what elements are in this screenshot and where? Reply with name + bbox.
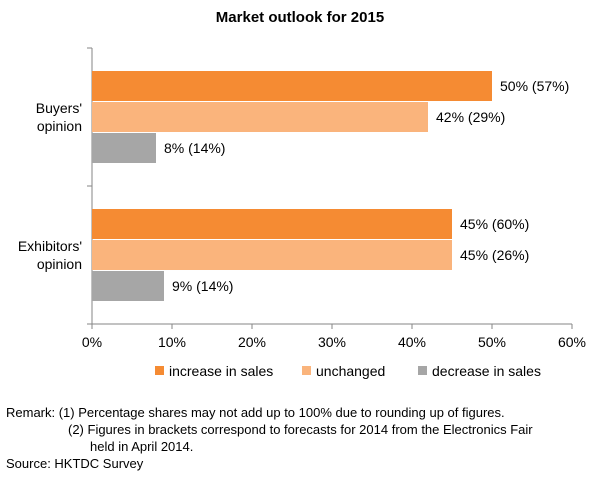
legend-label: unchanged (316, 363, 385, 379)
chart-legend: increase in sales unchanged decrease in sa… (155, 363, 541, 379)
x-tick-label: 50% (478, 334, 506, 350)
data-label: 42% (29%) (436, 109, 505, 125)
x-tick-label: 40% (398, 334, 426, 350)
x-tick-label: 10% (158, 334, 186, 350)
legend-swatch (155, 366, 164, 375)
category-label: Exhibitors' opinion (18, 238, 82, 272)
chart-axes: 0% 10% 20% 30% 40% 50% 60% Buyers' opinion Exhibi… (18, 47, 586, 350)
remark-2-continued: held in April 2014. (90, 439, 194, 454)
bar (92, 271, 164, 301)
legend-swatch (302, 366, 311, 375)
chart: Market outlook for 2015 0% 10% 20% 30% 40% 50… (18, 9, 586, 379)
x-tick-label: 20% (238, 334, 266, 350)
bar (92, 209, 452, 239)
remark-1: Remark: (1) Percentage shares may not ad… (6, 405, 505, 420)
x-tick-label: 60% (558, 334, 586, 350)
x-tick-label: 0% (82, 334, 102, 350)
bar (92, 71, 492, 101)
data-label: 45% (26%) (460, 247, 529, 263)
chart-title: Market outlook for 2015 (216, 9, 384, 26)
data-label: 9% (14%) (172, 278, 233, 294)
data-label: 45% (60%) (460, 216, 529, 232)
legend-label: increase in sales (169, 363, 273, 379)
bar (92, 133, 156, 163)
bar (92, 240, 452, 270)
x-tick-label: 30% (318, 334, 346, 350)
remark-2: (2) Figures in brackets correspond to fo… (68, 422, 533, 437)
legend-label: decrease in sales (432, 363, 541, 379)
data-label: 8% (14%) (164, 140, 225, 156)
legend-swatch (418, 366, 427, 375)
category-label: Buyers' opinion (36, 100, 82, 134)
data-label: 50% (57%) (500, 78, 569, 94)
chart-bars: 50% (57%) 42% (29%) 8% (14%) 45% (60%) 45% (… (92, 71, 569, 301)
source-note: Source: HKTDC Survey (6, 456, 144, 471)
chart-notes: Remark: (1) Percentage shares may not ad… (6, 404, 596, 472)
bar (92, 102, 428, 132)
